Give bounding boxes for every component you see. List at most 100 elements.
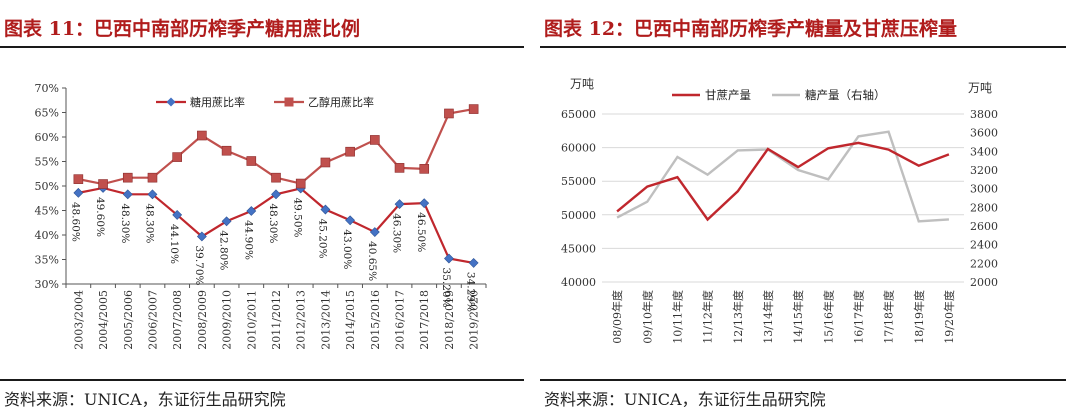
legend-ethanol-marker [284, 97, 294, 107]
y-tick-label: 45% [35, 205, 59, 218]
legend-sugar-label: 糖用蔗比率 [190, 95, 245, 109]
left-top-rule [0, 46, 524, 48]
x-tick-label: 11/12年度 [701, 290, 715, 344]
y-right-unit-label: 万吨 [968, 81, 992, 95]
sugar-ratio-data-label: 48.30% [143, 203, 155, 243]
x-tick-label: 2008/2009 [196, 290, 209, 350]
sugar-ratio-data-label: 46.30% [391, 213, 403, 253]
x-tick-label: 2010/2011 [245, 290, 258, 350]
sugar-ratio-data-label: 49.60% [94, 197, 106, 237]
legend-sugar-label: 糖产量（右轴） [805, 88, 886, 102]
sugar-ratio-point [468, 258, 479, 268]
y-left-unit-label: 万吨 [570, 77, 594, 91]
x-tick-label: 08/09年度 [610, 290, 624, 344]
sugar-output-line [616, 130, 949, 223]
x-tick-label: 2012/2013 [295, 290, 308, 350]
ethanol-ratio-point [172, 152, 182, 162]
x-tick-label: 14/15年度 [791, 290, 805, 344]
ethanol-ratio-point [73, 174, 84, 184]
ethanol-ratio-point [147, 172, 158, 183]
right-figure-panel: 图表 12：巴西中南部历榨季产糖量及甘蔗压榨量 40000 45000 50000 5… [540, 0, 1066, 420]
ethanol-ratio-point [419, 164, 430, 174]
sugar-ratio-data-label: 39.70% [193, 245, 205, 285]
sugar-ratio-data-label: 44.90% [242, 220, 254, 260]
sugar-ratio-data-label: 48.30% [119, 203, 131, 243]
sugar-ratio-point [246, 206, 257, 216]
y-tick-label: 70% [35, 82, 59, 95]
y-tick-label: 50% [35, 180, 59, 193]
x-tick-label: 2014/2015 [344, 290, 357, 350]
ethanol-ratio-point [221, 145, 232, 156]
ethanol-ratio-point [468, 104, 479, 114]
x-tick-label: 2015/2016 [369, 290, 382, 350]
sugar-ratio-point [444, 253, 454, 264]
sugar-ratio-point [221, 216, 232, 227]
ethanol-ratio-point [320, 157, 331, 168]
x-tick-label: 2006/2007 [146, 290, 159, 350]
y-right-tick-label: 2800 [970, 201, 998, 214]
x-tick-label: 18/19年度 [912, 290, 926, 344]
ethanol-ratio-point [444, 108, 454, 119]
sugar-ratio-point [172, 209, 183, 220]
x-tick-label: 2018/2019 [443, 290, 456, 350]
sugar-ratio-chart: 30% 35% 40% 45% 50% 55% 60% 65% 70% 2003/2004 2004… [35, 82, 487, 350]
ethanol-ratio-point [295, 178, 306, 189]
x-tick-label: 2013/2014 [319, 290, 332, 350]
y-right-tick-label: 3000 [970, 183, 998, 196]
sugar-ratio-point [369, 227, 380, 237]
x-tick-label: 19/20年度 [942, 290, 956, 344]
x-tick-label: 2004/2005 [97, 290, 110, 350]
y-left-tick-label: 45000 [561, 242, 596, 255]
right-bottom-rule [540, 379, 1066, 381]
sugar-ratio-data-label: 46.50% [415, 212, 427, 252]
y-right-tick-label: 3400 [970, 145, 998, 158]
sugar-ratio-point [271, 189, 281, 200]
x-tick-label: 12/13年度 [731, 290, 745, 344]
left-source-note: 资料来源：UNICA，东证衍生品研究院 [4, 390, 286, 409]
y-right-tick-label: 2000 [970, 276, 998, 289]
y-left-tick-label: 60000 [561, 142, 596, 155]
sugar-ratio-data-label: 34.29% [465, 272, 477, 312]
y-left-tick-label: 50000 [561, 209, 596, 222]
x-tick-label: 13/14年度 [761, 290, 775, 344]
x-tick-label: 16/17年度 [851, 290, 865, 344]
sugar-ratio-data-label: 48.30% [267, 203, 279, 243]
x-tick-label: 2019/2020 [468, 290, 481, 350]
x-tick-label: 10/11年度 [670, 290, 684, 344]
left-figure-panel: 图表 11：巴西中南部历榨季产糖用蔗比例 30% 35% 40% 45% 50% 55% 6… [0, 0, 524, 420]
y-tick-label: 55% [35, 156, 59, 169]
ethanol-ratio-point [271, 172, 281, 183]
y-right-tick-label: 3200 [970, 164, 998, 177]
sugar-ratio-data-label: 42.80% [218, 230, 230, 270]
x-tick-label: 17/18年度 [882, 290, 896, 344]
sugar-ratio-data-label: 45.20% [316, 219, 328, 259]
x-tick-label: 2017/2018 [418, 290, 431, 350]
y-left-tick-label: 40000 [561, 276, 596, 289]
ethanol-ratio-point [246, 156, 257, 166]
y-right-tick-label: 2400 [970, 239, 998, 252]
y-tick-label: 40% [35, 229, 59, 242]
right-source-note: 资料来源：UNICA，东证衍生品研究院 [544, 390, 826, 409]
ethanol-ratio-point [122, 172, 133, 183]
sugar-ratio-point [320, 204, 331, 215]
sugar-cane-output-chart: 40000 45000 50000 55000 60000 65000 2000 2200 24… [561, 77, 998, 344]
x-tick-label: 2016/2017 [394, 290, 407, 350]
x-tick-label: 2003/2004 [72, 290, 85, 350]
sugar-ratio-data-label: 44.10% [168, 224, 180, 264]
ethanol-ratio-point [98, 179, 108, 189]
right-top-rule [540, 46, 1066, 48]
left-bottom-rule [0, 379, 524, 381]
legend-ethanol-label: 乙醇用蔗比率 [308, 95, 374, 109]
sugar-ratio-data-label: 48.60% [69, 202, 81, 242]
legend-cane-label: 甘蔗产量 [705, 88, 751, 102]
y-tick-label: 65% [35, 107, 59, 120]
x-tick-label: 09/10年度 [640, 290, 654, 344]
ethanol-ratio-point [197, 130, 207, 141]
x-tick-label: 15/16年度 [821, 290, 835, 344]
y-right-tick-label: 2600 [970, 220, 998, 233]
x-tick-label: 2007/2008 [171, 290, 184, 350]
right-figure-title: 图表 12：巴西中南部历榨季产糖量及甘蔗压榨量 [544, 18, 958, 40]
sugar-ratio-point [122, 189, 133, 200]
ethanol-ratio-point [370, 135, 380, 145]
ethanol-ratio-line [78, 107, 474, 186]
